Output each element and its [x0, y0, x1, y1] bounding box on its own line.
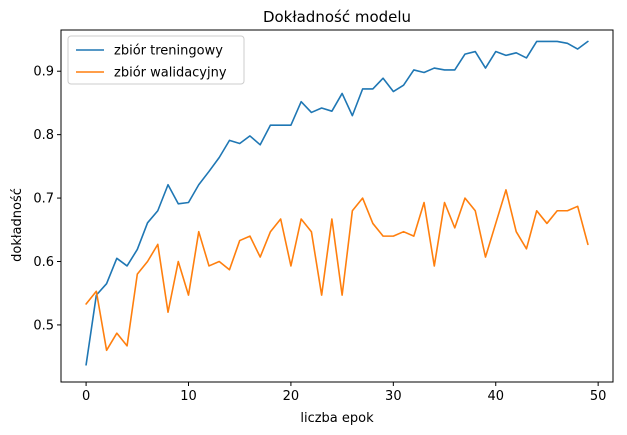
x-tick-label: 0	[82, 389, 90, 404]
y-tick-label: 0.9	[33, 65, 54, 80]
legend: zbiór treningowy zbiór walidacyjny	[67, 35, 245, 85]
chart-title: Dokładność modelu	[263, 8, 411, 26]
series-line-validation	[85, 189, 589, 352]
x-tick-label: 30	[385, 389, 402, 404]
series-line-training	[85, 40, 589, 366]
y-tick-label: 0.8	[33, 128, 54, 143]
x-axis-label: liczba epok	[300, 411, 374, 426]
x-tick-label: 10	[180, 389, 197, 404]
y-axis-label: dokładność	[10, 188, 25, 262]
plot-area	[60, 29, 614, 383]
x-tick-label: 20	[283, 389, 300, 404]
y-tick-label: 0.6	[33, 255, 54, 270]
y-tick-label: 0.5	[33, 318, 54, 333]
legend-box	[67, 35, 245, 85]
x-tick-label: 50	[590, 389, 607, 404]
legend-label: zbiór treningowy	[114, 44, 223, 59]
y-tick-label: 0.7	[33, 192, 54, 207]
legend-label: zbiór walidacyjny	[114, 66, 227, 81]
x-tick-label: 40	[487, 389, 504, 404]
